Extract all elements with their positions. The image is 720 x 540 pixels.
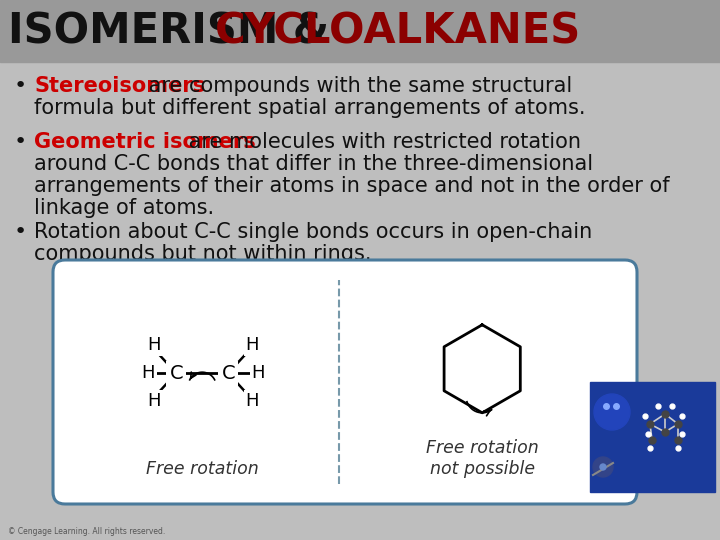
Text: Rotation about C-C single bonds occurs in open-chain: Rotation about C-C single bonds occurs i… bbox=[34, 222, 593, 242]
Text: are molecules with restricted rotation: are molecules with restricted rotation bbox=[182, 132, 581, 152]
Text: H: H bbox=[148, 336, 161, 354]
Text: H: H bbox=[251, 364, 265, 382]
Text: around C-C bonds that differ in the three-dimensional: around C-C bonds that differ in the thre… bbox=[34, 154, 593, 174]
Text: •: • bbox=[14, 222, 27, 242]
Text: •: • bbox=[14, 76, 27, 96]
Text: formula but different spatial arrangements of atoms.: formula but different spatial arrangemen… bbox=[34, 98, 585, 118]
Circle shape bbox=[593, 457, 613, 477]
Text: C: C bbox=[221, 364, 235, 383]
Bar bbox=[0, 0, 720, 62]
Text: are compounds with the same structural: are compounds with the same structural bbox=[142, 76, 572, 96]
Text: •: • bbox=[14, 132, 27, 152]
Text: Free rotation: Free rotation bbox=[146, 460, 258, 478]
Text: Stereoisomers: Stereoisomers bbox=[34, 76, 205, 96]
Bar bbox=[0, 62, 720, 540]
Text: Geometric isomers: Geometric isomers bbox=[34, 132, 256, 152]
FancyBboxPatch shape bbox=[53, 260, 637, 504]
Bar bbox=[590, 382, 715, 492]
Text: arrangements of their atoms in space and not in the order of: arrangements of their atoms in space and… bbox=[34, 176, 670, 196]
Text: H: H bbox=[246, 336, 259, 354]
Text: linkage of atoms.: linkage of atoms. bbox=[34, 198, 214, 218]
Text: ISOMERISM &: ISOMERISM & bbox=[8, 10, 343, 52]
Text: H: H bbox=[141, 364, 155, 382]
Circle shape bbox=[600, 464, 606, 470]
Text: H: H bbox=[148, 392, 161, 410]
Text: C: C bbox=[169, 364, 183, 383]
Text: Free rotation
not possible: Free rotation not possible bbox=[426, 439, 539, 478]
Text: H: H bbox=[246, 392, 259, 410]
Circle shape bbox=[594, 394, 630, 430]
Text: compounds but not within rings.: compounds but not within rings. bbox=[34, 244, 372, 264]
Text: CYCLOALKANES: CYCLOALKANES bbox=[215, 10, 581, 52]
Text: © Cengage Learning. All rights reserved.: © Cengage Learning. All rights reserved. bbox=[8, 527, 166, 536]
